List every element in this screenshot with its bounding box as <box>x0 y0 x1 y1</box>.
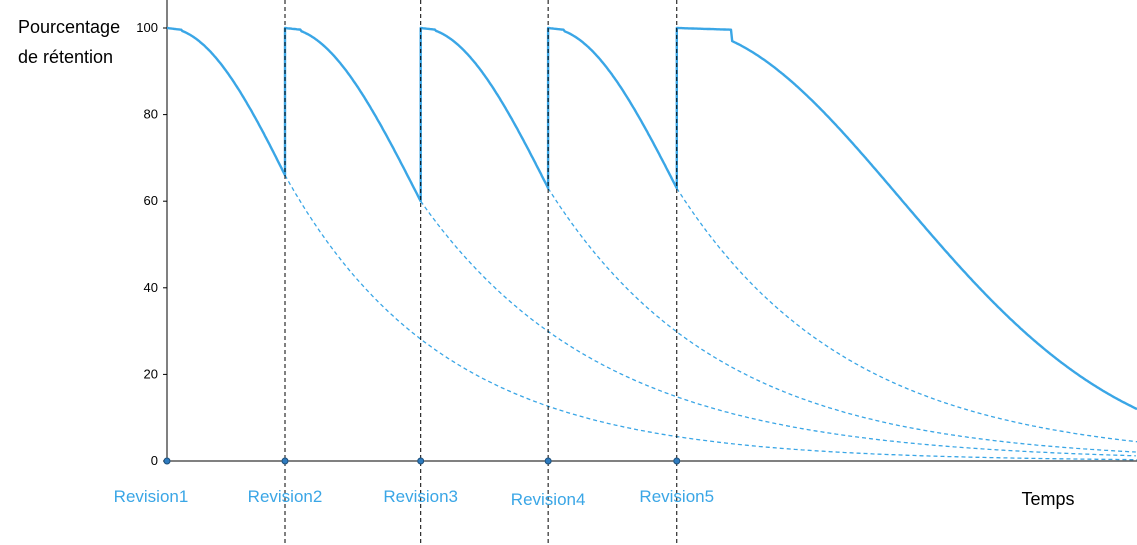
revision-label: Revision5 <box>639 487 714 506</box>
y-tick-label: 40 <box>144 280 158 295</box>
revision-point <box>544 457 552 465</box>
revision-label: Revision2 <box>248 487 323 506</box>
dashed-decay-curve <box>676 187 1137 443</box>
y-tick-label: 100 <box>136 20 158 35</box>
revision-point <box>163 457 171 465</box>
dashed-decay-curve <box>284 174 1137 461</box>
revision-label: Revision1 <box>114 487 189 506</box>
y-tick-label: 60 <box>144 193 158 208</box>
y-tick-label: 80 <box>144 107 158 122</box>
y-axis-label-line-1: Pourcentage <box>18 17 121 37</box>
y-tick-label: 0 <box>151 453 158 468</box>
retention-curve <box>166 26 1137 411</box>
revision-label: Revision3 <box>383 487 458 506</box>
revision-point <box>417 457 425 465</box>
x-axis-label: Temps <box>1021 489 1074 509</box>
y-axis-label-line-2: de rétention <box>18 47 114 67</box>
dashed-decay-curve <box>547 187 1136 453</box>
revision-point <box>281 457 289 465</box>
revision-label: Revision4 <box>511 490 586 509</box>
dashed-decay-curve <box>420 200 1136 457</box>
y-tick-label: 20 <box>144 366 158 381</box>
revision-point <box>673 457 681 465</box>
